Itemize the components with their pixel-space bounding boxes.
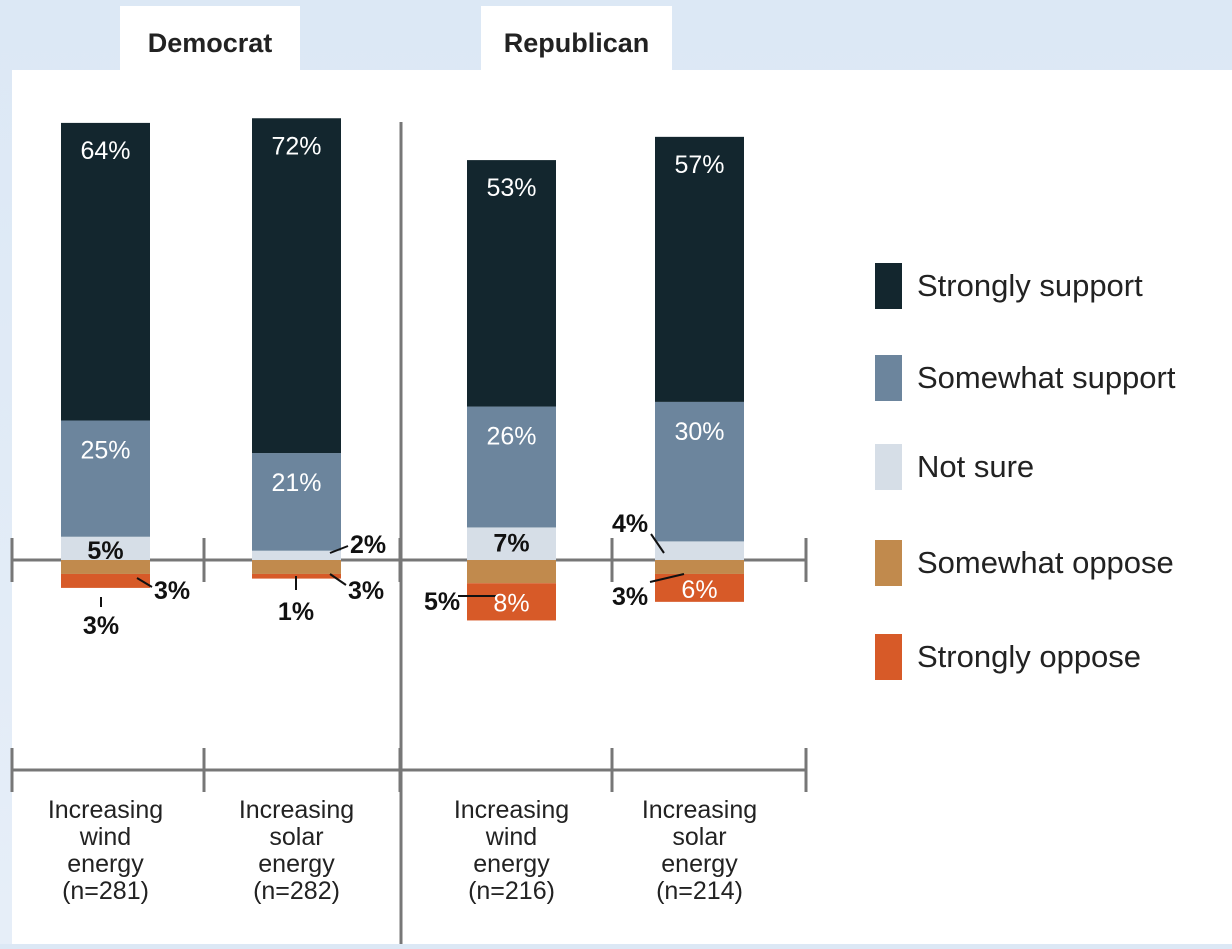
chart-panel bbox=[12, 70, 1232, 944]
bar-segment bbox=[467, 560, 556, 584]
data-label: 64% bbox=[80, 137, 130, 165]
category-label: Increasing bbox=[48, 796, 163, 824]
category-label: energy bbox=[473, 850, 550, 878]
bar-segment bbox=[61, 122, 150, 421]
leader-line bbox=[649, 573, 685, 583]
category-label: solar bbox=[269, 823, 323, 851]
category-label: energy bbox=[661, 850, 738, 878]
data-label: 7% bbox=[493, 529, 529, 557]
data-label: 1% bbox=[278, 598, 314, 626]
bar-segment bbox=[61, 560, 150, 574]
data-label: 3% bbox=[612, 583, 648, 611]
category-label: Increasing bbox=[642, 796, 757, 824]
bar-segment bbox=[467, 406, 556, 528]
data-label: 3% bbox=[83, 612, 119, 640]
group-tab bbox=[120, 6, 300, 72]
category-label: (n=216) bbox=[468, 877, 555, 905]
category-label: solar bbox=[672, 823, 726, 851]
bar-segment bbox=[655, 573, 744, 602]
category-label: Increasing bbox=[239, 796, 354, 824]
bar-segment bbox=[655, 541, 744, 560]
data-label: 25% bbox=[80, 437, 130, 465]
group-tab bbox=[481, 6, 672, 72]
category-label: (n=214) bbox=[656, 877, 743, 905]
legend-label: Strongly support bbox=[917, 268, 1143, 303]
category-label: wind bbox=[79, 823, 131, 851]
legend-label: Not sure bbox=[917, 449, 1034, 484]
data-label: 57% bbox=[674, 151, 724, 179]
category-label: (n=282) bbox=[253, 877, 340, 905]
bar-segment bbox=[467, 527, 556, 560]
category-label: Increasing bbox=[454, 796, 569, 824]
data-label: 5% bbox=[87, 537, 123, 565]
data-label: 4% bbox=[612, 510, 648, 538]
bar-segment bbox=[61, 536, 150, 560]
category-label: energy bbox=[67, 850, 144, 878]
bar-segment bbox=[467, 583, 556, 621]
leader-line bbox=[136, 577, 153, 588]
leader-line bbox=[650, 533, 665, 554]
bar-segment bbox=[655, 401, 744, 542]
group-label: Democrat bbox=[148, 28, 273, 58]
category-label: (n=281) bbox=[62, 877, 149, 905]
data-label: 2% bbox=[350, 531, 386, 559]
leader-line bbox=[329, 573, 347, 586]
data-label: 5% bbox=[424, 588, 460, 616]
legend-swatch bbox=[875, 444, 902, 490]
legend-label: Somewhat oppose bbox=[917, 545, 1174, 580]
data-label: 3% bbox=[154, 577, 190, 605]
bar-segment bbox=[61, 573, 150, 588]
leader-line bbox=[329, 545, 349, 554]
bar-segment bbox=[252, 453, 341, 551]
legend-label: Strongly oppose bbox=[917, 639, 1141, 674]
bar-segment bbox=[252, 550, 341, 560]
bar-segment bbox=[61, 420, 150, 537]
data-label: 3% bbox=[348, 577, 384, 605]
category-label: wind bbox=[485, 823, 537, 851]
bar-segment bbox=[252, 560, 341, 574]
bar-segment bbox=[655, 560, 744, 574]
data-label: 53% bbox=[486, 174, 536, 202]
data-label: 72% bbox=[271, 132, 321, 160]
bar-segment bbox=[655, 136, 744, 402]
legend-swatch bbox=[875, 263, 902, 309]
bar-segment bbox=[252, 118, 341, 454]
legend-swatch bbox=[875, 540, 902, 586]
bar-segment bbox=[467, 160, 556, 407]
legend-label: Somewhat support bbox=[917, 360, 1176, 395]
legend-swatch bbox=[875, 634, 902, 680]
data-label: 8% bbox=[493, 589, 529, 617]
data-label: 21% bbox=[271, 469, 321, 497]
data-label: 26% bbox=[486, 423, 536, 451]
data-label: 30% bbox=[674, 418, 724, 446]
legend-swatch bbox=[875, 355, 902, 401]
group-label: Republican bbox=[504, 28, 650, 58]
data-label: 6% bbox=[681, 576, 717, 604]
category-label: energy bbox=[258, 850, 335, 878]
